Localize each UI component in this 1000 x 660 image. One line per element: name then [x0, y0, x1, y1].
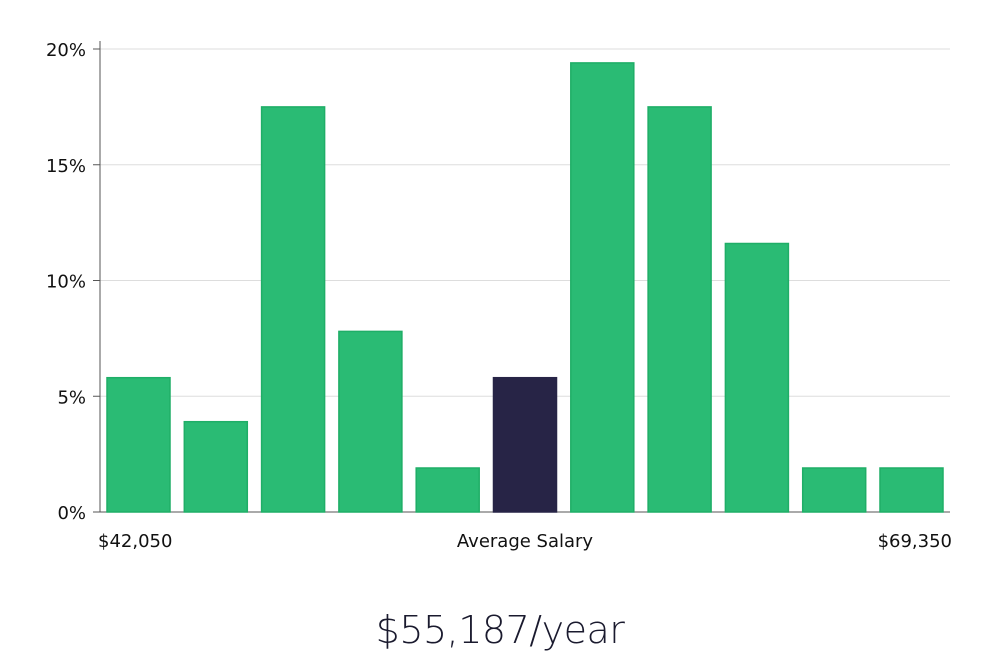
y-tick-label: 5% — [57, 387, 86, 408]
salary-histogram: 0% 5% 10% 15% 20% $42,050 Average Salary $69… — [46, 40, 952, 552]
y-tick-label: 0% — [57, 503, 86, 524]
y-tick-label: 20% — [46, 40, 86, 61]
bar — [570, 62, 635, 513]
bars — [106, 62, 944, 513]
bar — [415, 467, 480, 513]
y-tick-label: 10% — [46, 272, 86, 293]
y-tick-label: 15% — [46, 156, 86, 177]
bar — [106, 376, 171, 513]
bar — [183, 420, 249, 513]
bar — [647, 106, 712, 513]
bar — [260, 106, 326, 513]
bar — [879, 467, 944, 513]
x-center-label: Average Salary — [457, 531, 594, 552]
bar — [801, 467, 867, 513]
bar — [724, 242, 790, 513]
bar-average-salary — [492, 376, 558, 513]
y-axis-ticks: 0% 5% 10% 15% 20% — [46, 40, 100, 524]
x-min-label: $42,050 — [98, 531, 172, 552]
average-salary-value: $55,187/year — [375, 608, 625, 652]
grid-lines — [100, 48, 950, 397]
bar — [338, 330, 403, 513]
x-max-label: $69,350 — [878, 531, 952, 552]
